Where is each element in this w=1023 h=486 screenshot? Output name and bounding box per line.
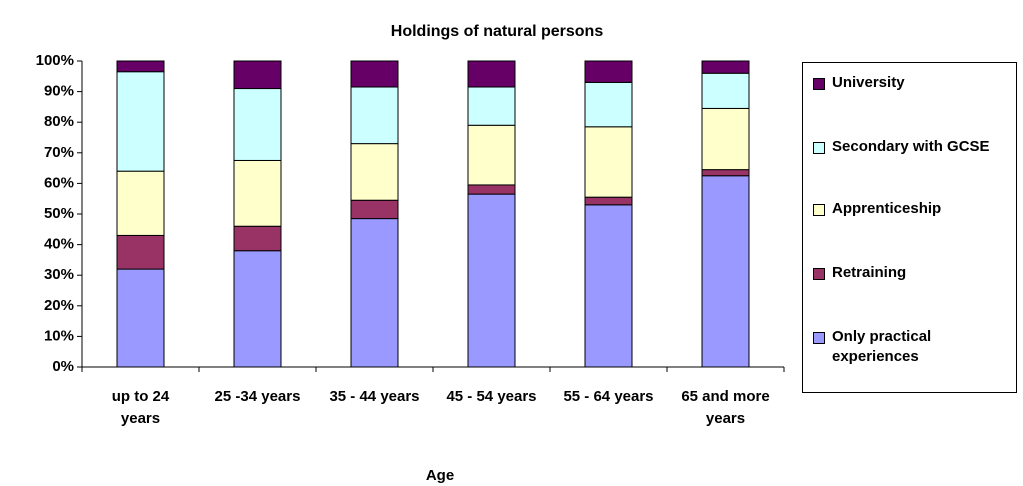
legend-swatch bbox=[813, 142, 825, 154]
y-tick-label: 20% bbox=[44, 297, 74, 314]
bar-segment bbox=[584, 81, 633, 128]
y-tick-label: 50% bbox=[44, 205, 74, 222]
bar-segment bbox=[116, 234, 165, 270]
bar-segment bbox=[701, 169, 750, 177]
bar-segment bbox=[467, 193, 516, 368]
legend-swatch bbox=[813, 204, 825, 216]
chart-title: Holdings of natural persons bbox=[391, 23, 604, 40]
bar-segment bbox=[584, 60, 633, 83]
y-tick-label: 90% bbox=[44, 83, 74, 100]
bar-segment bbox=[350, 143, 399, 201]
legend-label: University bbox=[832, 74, 905, 91]
legend-swatch bbox=[813, 332, 825, 344]
y-tick-label: 0% bbox=[52, 358, 74, 375]
y-tick-label: 70% bbox=[44, 144, 74, 161]
bar-segment bbox=[116, 60, 165, 73]
bar-segment bbox=[233, 225, 282, 252]
bar-segment bbox=[233, 159, 282, 227]
legend-swatch bbox=[813, 268, 825, 280]
bar-segment bbox=[701, 107, 750, 171]
x-tick-label: 55 - 64 years bbox=[563, 388, 654, 405]
bar-segment bbox=[467, 60, 516, 88]
x-tick-label: 45 - 54 years bbox=[446, 388, 537, 405]
bar-segment bbox=[233, 250, 282, 368]
bar-segment bbox=[233, 88, 282, 161]
bar-segment bbox=[584, 204, 633, 368]
bar-segment bbox=[350, 218, 399, 368]
legend-label: Secondary with GCSE bbox=[832, 138, 990, 155]
x-axis-title: Age bbox=[426, 467, 454, 484]
legend bbox=[802, 62, 1017, 393]
bar-segment bbox=[467, 184, 516, 195]
x-tick-label: 25 -34 years bbox=[214, 388, 301, 405]
bar-segment bbox=[116, 268, 165, 368]
bar-segment bbox=[350, 199, 399, 220]
y-tick-label: 100% bbox=[36, 52, 74, 69]
bar-segment bbox=[584, 196, 633, 206]
bar-segment bbox=[233, 60, 282, 90]
y-tick-label: 60% bbox=[44, 174, 74, 191]
y-tick-label: 40% bbox=[44, 236, 74, 253]
legend-swatch bbox=[813, 78, 825, 90]
legend-label: Only practical experiences bbox=[832, 328, 932, 365]
y-tick-label: 30% bbox=[44, 266, 74, 283]
bar-segment bbox=[584, 126, 633, 198]
bar-segment bbox=[467, 124, 516, 186]
bar-segment bbox=[701, 72, 750, 109]
bar-segment bbox=[350, 60, 399, 88]
y-tick-label: 80% bbox=[44, 113, 74, 130]
legend-label: Retraining bbox=[832, 264, 907, 281]
x-tick-label: up to 24 years bbox=[111, 388, 170, 427]
bar-segment bbox=[701, 175, 750, 368]
legend-label: Apprenticeship bbox=[832, 200, 942, 217]
x-tick-label: 65 and more years bbox=[681, 388, 770, 427]
y-tick-label: 10% bbox=[44, 327, 74, 344]
bar-segment bbox=[701, 60, 750, 74]
bar-segment bbox=[350, 86, 399, 145]
bar-segment bbox=[116, 71, 165, 172]
bar-segment bbox=[116, 170, 165, 236]
bar-segment bbox=[467, 86, 516, 126]
x-tick-label: 35 - 44 years bbox=[329, 388, 420, 405]
